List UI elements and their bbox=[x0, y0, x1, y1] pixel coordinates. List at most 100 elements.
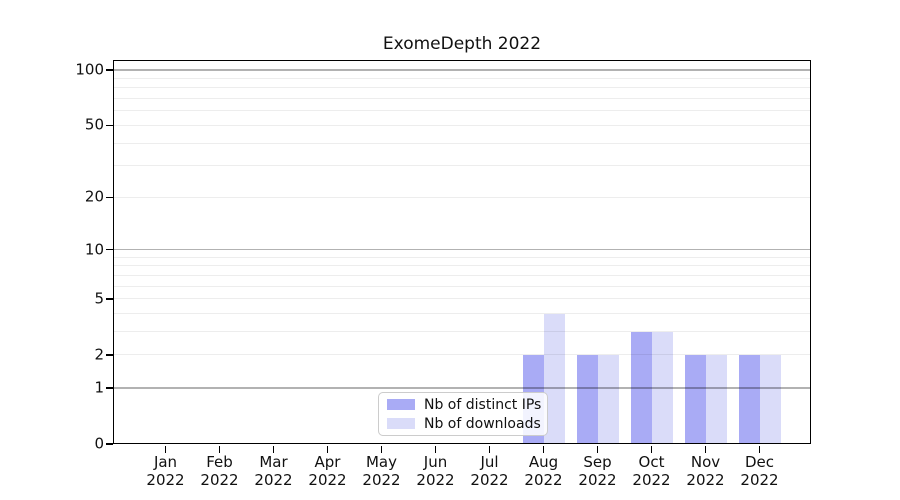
x-tick-label-apr: Apr 2022 bbox=[286, 453, 370, 489]
y-tick-mark bbox=[106, 443, 113, 445]
y-tick-label: 1 bbox=[94, 378, 104, 397]
legend-swatch bbox=[387, 418, 415, 429]
gridline-minor bbox=[113, 274, 811, 276]
x-tick-year: 2022 bbox=[146, 471, 185, 489]
legend-label: Nb of distinct IPs bbox=[424, 396, 542, 413]
x-tick-month: Dec bbox=[744, 453, 775, 471]
x-tick-label-jul: Jul 2022 bbox=[448, 453, 532, 489]
x-tick-mark bbox=[758, 445, 761, 453]
x-tick-month: Mar bbox=[259, 453, 288, 471]
y-tick-mark bbox=[106, 387, 113, 389]
gridline-minor bbox=[113, 256, 811, 258]
y-tick-label: 100 bbox=[75, 60, 104, 79]
y-tick-mark bbox=[106, 124, 113, 127]
x-tick-label-aug: Aug 2022 bbox=[502, 453, 586, 489]
x-tick-label-feb: Feb 2022 bbox=[178, 453, 262, 489]
gridline-minor bbox=[113, 142, 811, 144]
gridline-minor bbox=[113, 165, 811, 167]
y-tick-mark bbox=[106, 69, 113, 71]
bar-dec-downloads bbox=[759, 354, 781, 444]
x-tick-month: May bbox=[365, 453, 397, 471]
x-tick-month: Jun bbox=[423, 453, 448, 471]
x-tick-mark bbox=[272, 445, 275, 453]
x-tick-mark bbox=[596, 445, 599, 453]
legend-swatch bbox=[387, 399, 415, 410]
x-tick-month: Nov bbox=[690, 453, 721, 471]
x-tick-year: 2022 bbox=[740, 471, 779, 489]
legend-item-distinct-ips: Nb of distinct IPs bbox=[387, 396, 542, 413]
gridline-minor bbox=[113, 110, 811, 112]
legend-label: Nb of downloads bbox=[424, 415, 541, 432]
x-tick-mark bbox=[218, 445, 221, 453]
x-tick-month: Sep bbox=[583, 453, 612, 471]
x-tick-year: 2022 bbox=[416, 471, 455, 489]
gridline-minor bbox=[113, 354, 811, 356]
x-tick-label-mar: Mar 2022 bbox=[232, 453, 316, 489]
gridline-minor bbox=[113, 331, 811, 333]
x-tick-month: Jul bbox=[480, 453, 499, 471]
gridline-major bbox=[113, 69, 811, 71]
x-tick-mark bbox=[164, 445, 167, 453]
gridline-minor bbox=[113, 313, 811, 315]
y-tick-label: 10 bbox=[84, 240, 104, 259]
x-tick-year: 2022 bbox=[308, 471, 347, 489]
legend-item-downloads: Nb of downloads bbox=[387, 415, 541, 432]
x-tick-mark bbox=[704, 445, 707, 453]
x-tick-mark bbox=[650, 445, 653, 453]
x-tick-label-sep: Sep 2022 bbox=[556, 453, 640, 489]
x-tick-month: Aug bbox=[528, 453, 559, 471]
y-tick-label: 50 bbox=[84, 115, 104, 134]
y-tick-label: 0 bbox=[94, 434, 104, 453]
gridline-minor bbox=[113, 87, 811, 89]
bar-aug-downloads bbox=[543, 313, 565, 444]
gridline-major bbox=[113, 387, 811, 389]
x-tick-mark bbox=[488, 445, 491, 453]
y-tick-label: 5 bbox=[94, 289, 104, 308]
bar-dec-distinct-ips bbox=[738, 354, 760, 444]
grid-layer bbox=[113, 60, 811, 444]
bar-nov-downloads bbox=[705, 354, 727, 444]
bar-oct-distinct-ips bbox=[630, 331, 652, 444]
x-tick-year: 2022 bbox=[686, 471, 725, 489]
y-tick-mark bbox=[106, 354, 113, 356]
bar-sep-distinct-ips bbox=[576, 354, 598, 444]
y-tick-label: 2 bbox=[94, 345, 104, 364]
x-tick-year: 2022 bbox=[200, 471, 239, 489]
x-tick-month: Oct bbox=[638, 453, 665, 471]
x-tick-label-oct: Oct 2022 bbox=[610, 453, 694, 489]
x-tick-month: Apr bbox=[314, 453, 341, 471]
y-tick-mark bbox=[106, 196, 113, 199]
x-tick-mark bbox=[542, 445, 545, 453]
gridline-minor bbox=[113, 196, 811, 198]
x-tick-year: 2022 bbox=[470, 471, 509, 489]
bar-oct-downloads bbox=[651, 331, 673, 444]
chart-title: ExomeDepth 2022 bbox=[382, 34, 542, 54]
x-tick-year: 2022 bbox=[524, 471, 563, 489]
gridline-minor bbox=[113, 298, 811, 300]
gridline-minor bbox=[113, 77, 811, 79]
x-tick-label-jan: Jan 2022 bbox=[124, 453, 208, 489]
gridline-minor bbox=[113, 98, 811, 100]
x-tick-year: 2022 bbox=[254, 471, 293, 489]
gridline-minor bbox=[113, 124, 811, 126]
bar-sep-downloads bbox=[597, 354, 619, 444]
bars-layer bbox=[113, 60, 811, 444]
x-tick-mark bbox=[434, 445, 437, 453]
legend: Nb of distinct IPs Nb of downloads bbox=[378, 392, 548, 436]
y-tick-mark bbox=[106, 298, 113, 300]
x-tick-month: Feb bbox=[206, 453, 233, 471]
bar-nov-distinct-ips bbox=[684, 354, 706, 444]
y-tick-mark bbox=[106, 248, 113, 251]
gridline-major bbox=[113, 248, 811, 251]
x-tick-year: 2022 bbox=[362, 471, 401, 489]
x-tick-label-nov: Nov 2022 bbox=[664, 453, 748, 489]
x-tick-mark bbox=[380, 445, 383, 453]
x-tick-mark bbox=[326, 445, 329, 453]
gridline-minor bbox=[113, 265, 811, 267]
x-tick-year: 2022 bbox=[578, 471, 617, 489]
x-tick-month: Jan bbox=[153, 453, 178, 471]
x-tick-label-jun: Jun 2022 bbox=[394, 453, 478, 489]
y-tick-label: 20 bbox=[84, 187, 104, 206]
x-tick-label-may: May 2022 bbox=[340, 453, 424, 489]
